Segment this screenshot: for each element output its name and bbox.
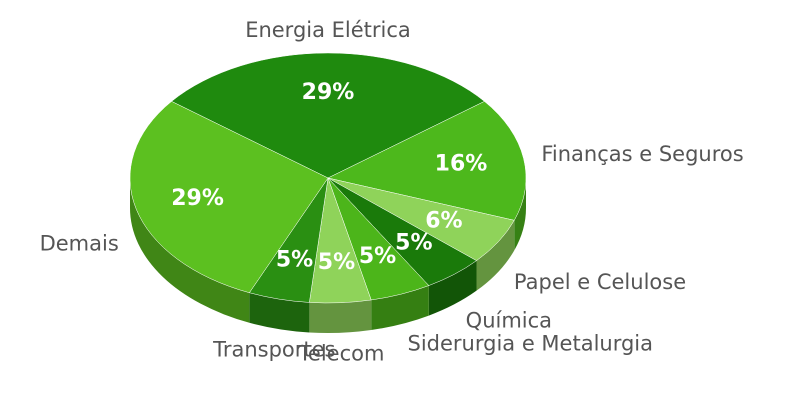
value-label: 5% (276, 247, 313, 272)
category-label: Telecom (298, 342, 385, 366)
slice (327, 101, 527, 221)
category-label: Química (466, 308, 552, 332)
category-label: Finanças e Seguros (541, 142, 743, 166)
category-label: Transportes (212, 337, 335, 361)
category-label: Papel e Celulose (514, 270, 686, 294)
slice-side (309, 299, 372, 333)
category-label: Siderurgia e Metalurgia (408, 332, 654, 356)
slice-side (476, 220, 515, 291)
category-label: Demais (40, 232, 119, 256)
value-label: 29% (171, 186, 224, 211)
value-label: 16% (435, 152, 488, 177)
slice (129, 101, 329, 294)
value-label: 6% (425, 208, 462, 233)
value-label: 5% (359, 244, 396, 269)
category-label: Energia Elétrica (245, 18, 411, 42)
slice-side (428, 260, 477, 316)
value-label: 5% (395, 230, 432, 255)
slice-side (130, 178, 250, 323)
slice (171, 52, 485, 179)
value-label: 5% (318, 250, 355, 275)
value-label: 29% (302, 80, 355, 105)
slice-side (371, 285, 429, 330)
slice-side (249, 292, 310, 333)
slice-side (514, 178, 526, 251)
